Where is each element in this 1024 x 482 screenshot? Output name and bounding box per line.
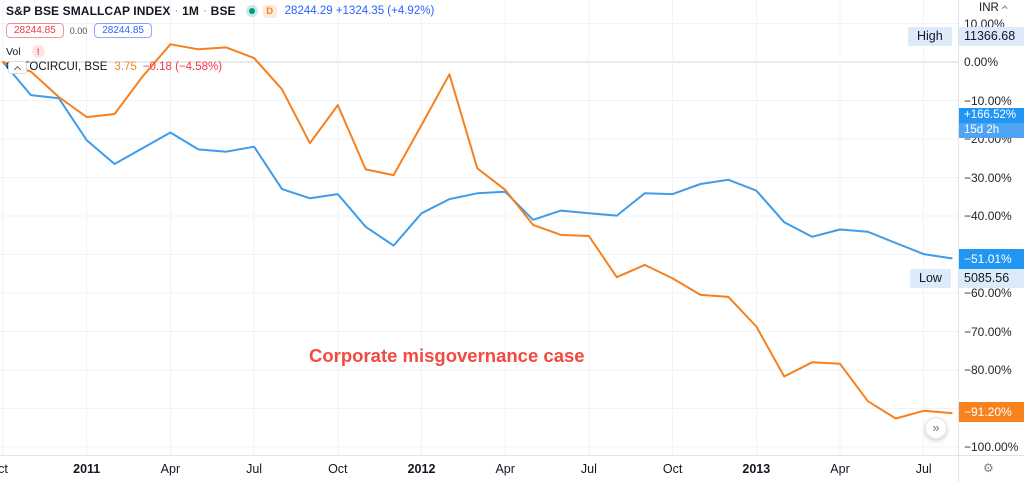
time-tick-label: Oct — [662, 462, 683, 476]
chart-text-annotation[interactable]: Corporate misgovernance case — [309, 345, 585, 366]
time-tick-label: Apr — [830, 462, 850, 476]
gear-icon[interactable]: ⚙ — [983, 461, 994, 475]
compare-line[interactable] — [2, 43, 953, 420]
main-series-change-label: +166.52% — [959, 108, 1024, 123]
high-value: 11366.68 — [959, 27, 1024, 46]
price-tag-mid: 0.00 — [69, 25, 88, 36]
compare-series-legend-row[interactable]: OPTOCIRCUI, BSE 3.75 −0.18 (−4.58%) — [6, 60, 434, 74]
time-tick-label: Apr — [160, 462, 181, 476]
price-tag-blue: 28244.85 — [94, 23, 152, 38]
price-tag-red: 28244.85 — [6, 23, 64, 38]
legend-collapse-button[interactable] — [8, 61, 27, 74]
time-tick-label: ct — [0, 462, 8, 476]
price-tick-label: −10.00% — [964, 93, 1012, 108]
compare-symbol-label[interactable]: OPTOCIRCUI, BSE — [6, 61, 108, 73]
symbol-title[interactable]: S&P BSE SMALLCAP INDEX — [6, 4, 171, 18]
price-tick-label: −80.00% — [964, 363, 1012, 377]
warning-icon[interactable]: ! — [31, 45, 45, 58]
chevron-up-icon — [1001, 5, 1008, 12]
index-line[interactable] — [2, 61, 953, 260]
time-tick-label: Oct — [328, 462, 348, 476]
time-tick-label: Jul — [915, 462, 932, 476]
time-tick-label: Apr — [495, 462, 515, 476]
volume-legend-row[interactable]: Vol ! — [6, 45, 434, 58]
chart-legend: S&P BSE SMALLCAP INDEX · 1M · BSE D 2824… — [6, 3, 434, 74]
chevron-up-icon — [13, 65, 22, 73]
time-axis[interactable]: ⚙ ct 2011 Apr Jul Oct 2012 Apr Jul Oct 2013 Apr Jul — [0, 455, 1024, 482]
legend-separator: · — [203, 5, 207, 17]
currency-toggle[interactable]: INR — [975, 1, 1010, 16]
price-tick-label: −100.00% — [964, 440, 1019, 454]
index-last-value-badge: −51.01% — [959, 249, 1024, 269]
chart-plot-area[interactable]: S&P BSE SMALLCAP INDEX · 1M · BSE D 2824… — [0, 0, 958, 455]
compare-change: −0.18 (−4.58%) — [142, 61, 223, 73]
price-tick-label: 0.00% — [964, 55, 999, 69]
chart-canvas[interactable] — [0, 0, 958, 455]
compare-value: 3.75 — [114, 61, 137, 73]
low-value: 5085.56 — [959, 269, 1024, 288]
volume-label[interactable]: Vol — [6, 45, 21, 58]
price-change-readout: 28244.29 +1324.35 (+4.92%) — [284, 5, 435, 17]
time-tick-label: Jul — [580, 462, 597, 476]
price-tick-label: −60.00% — [964, 286, 1012, 300]
bar-countdown-label: 15d 2h — [959, 123, 1024, 138]
market-status-icon[interactable] — [245, 5, 258, 17]
currency-label: INR — [979, 2, 999, 14]
time-tick-label: 2012 — [407, 462, 436, 476]
delayed-data-badge[interactable]: D — [262, 4, 277, 18]
exchange-label: BSE — [210, 4, 236, 18]
time-tick-label: 2013 — [742, 462, 771, 476]
compare-last-value-badge: −91.20% — [959, 402, 1024, 422]
price-tick-label: −70.00% — [964, 324, 1012, 339]
time-tick-label: 2011 — [73, 462, 101, 476]
high-label: High — [908, 27, 952, 46]
main-series-legend-row[interactable]: S&P BSE SMALLCAP INDEX · 1M · BSE D 2824… — [6, 3, 434, 19]
legend-separator: · — [174, 5, 179, 17]
interval-label[interactable]: 1M — [182, 4, 199, 18]
main-series-price-badge: +166.52% 15d 2h — [959, 108, 1024, 138]
price-tick-label: −30.00% — [964, 170, 1012, 185]
price-tick-label: −40.00% — [964, 209, 1012, 223]
axis-settings-corner: ⚙ — [958, 456, 1024, 482]
price-axis[interactable]: 11366.68 5085.56 +166.52% 15d 2h −51.01%… — [958, 0, 1024, 455]
scroll-to-latest-button[interactable]: » — [925, 417, 947, 439]
price-tags-row: 28244.85 0.00 28244.85 — [6, 23, 434, 38]
time-tick-label: Jul — [246, 462, 263, 476]
low-label: Low — [910, 269, 951, 288]
